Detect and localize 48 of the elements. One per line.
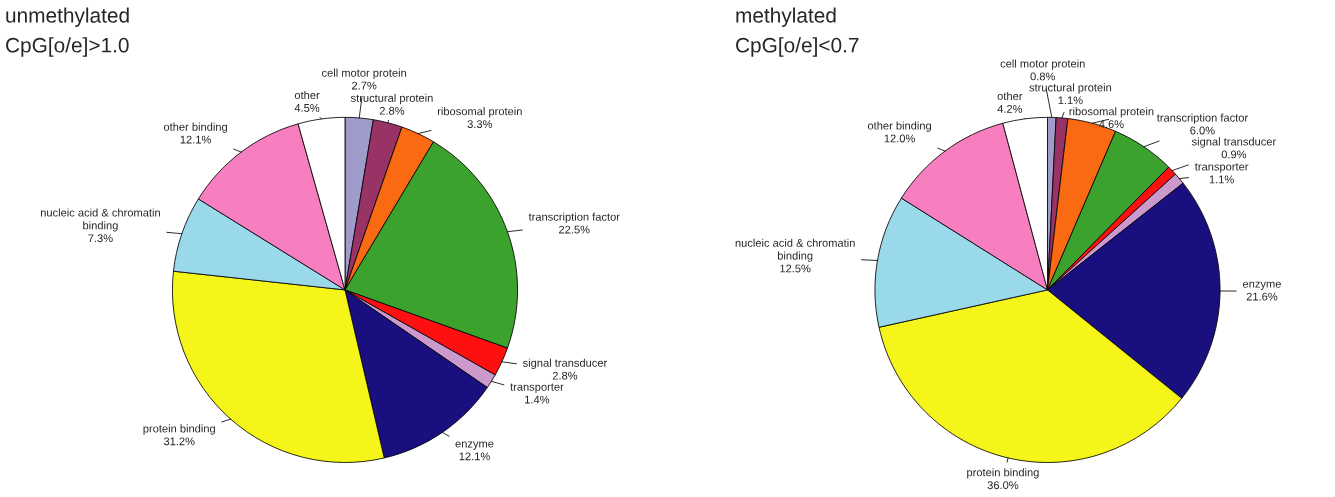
data-label: 7.3% bbox=[88, 234, 113, 243]
slice-label: cell motor protein bbox=[322, 68, 407, 79]
data-label: 12.0% bbox=[884, 134, 915, 143]
chart-title: methylated bbox=[736, 7, 836, 27]
data-label: 4.5% bbox=[294, 104, 320, 112]
data-label: 6.0% bbox=[1190, 126, 1215, 135]
data-label: 12.1% bbox=[459, 452, 490, 461]
data-label: 3.3% bbox=[467, 120, 493, 129]
slice-label: transporter bbox=[1194, 163, 1249, 173]
data-label: 22.5% bbox=[559, 225, 590, 234]
slice-label: structural protein bbox=[1029, 83, 1112, 94]
slice-label: ribosomal protein bbox=[1069, 107, 1154, 118]
data-label: 1.1% bbox=[1058, 96, 1083, 105]
slice-label: enzyme bbox=[1242, 281, 1281, 290]
slice-label: other binding bbox=[163, 122, 227, 133]
slice-label: protein binding bbox=[967, 468, 1039, 479]
slice-label: enzyme bbox=[455, 441, 494, 450]
data-label: 2.8% bbox=[379, 106, 405, 115]
data-label: 4.2% bbox=[997, 105, 1023, 113]
slice-label: signal transducer bbox=[1191, 137, 1277, 148]
slice-label: nucleic acid & chromatin binding bbox=[40, 208, 160, 232]
data-label: 12.1% bbox=[180, 135, 211, 144]
slice-label: transcription factor bbox=[528, 212, 620, 223]
data-label: 4.6% bbox=[1099, 120, 1124, 129]
chart-subtitle: CpG[o/e]<0.7 bbox=[736, 37, 859, 57]
slice-label: transcription factor bbox=[1156, 113, 1248, 124]
chart-subtitle: CpG[o/e]>1.0 bbox=[6, 37, 129, 57]
slice-label: other bbox=[997, 91, 1023, 101]
data-label: 31.2% bbox=[163, 437, 195, 446]
slice-label: ribosomal protein bbox=[437, 107, 522, 118]
slice-label: signal transducer bbox=[522, 358, 608, 370]
data-label: 21.6% bbox=[1246, 292, 1278, 301]
data-label: 1.4% bbox=[525, 395, 550, 404]
slice-label: other binding bbox=[867, 121, 931, 132]
slice-label: structural protein bbox=[350, 93, 433, 105]
slice-label: transporter bbox=[510, 383, 564, 393]
data-label: 0.9% bbox=[1221, 150, 1247, 159]
slice-label: protein binding bbox=[143, 424, 215, 435]
slice-label: other bbox=[294, 90, 320, 100]
data-label: 36.0% bbox=[987, 481, 1019, 490]
data-label: 12.5% bbox=[780, 264, 811, 273]
data-label: 1.1% bbox=[1209, 175, 1234, 184]
chart-title: unmethylated bbox=[6, 7, 129, 27]
slice-label: nucleic acid & chromatin binding bbox=[735, 238, 855, 262]
slice-label: cell motor protein bbox=[1000, 59, 1085, 70]
data-label: 0.8% bbox=[1030, 72, 1055, 81]
data-label: 2.7% bbox=[352, 81, 377, 90]
data-label: 2.8% bbox=[552, 371, 578, 380]
